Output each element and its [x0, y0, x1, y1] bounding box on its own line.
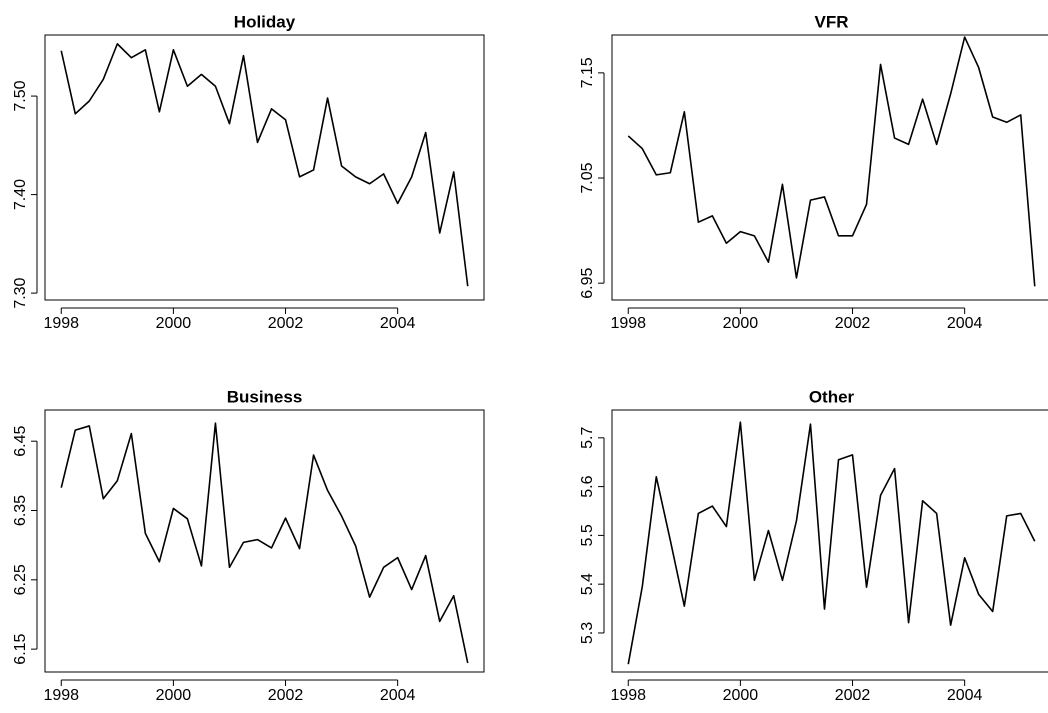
x-tick-label: 2004	[380, 315, 416, 332]
x-tick-label: 1998	[43, 315, 79, 332]
x-tick-label: 2002	[835, 687, 871, 704]
y-tick-label: 7.15	[579, 57, 596, 88]
x-tick-label: 2000	[156, 315, 192, 332]
plot-box	[611, 34, 1048, 301]
x-tick-label: 2000	[156, 687, 192, 704]
x-tick-label: 2000	[723, 687, 759, 704]
x-tick-label: 2002	[268, 315, 304, 332]
series-line	[60, 43, 469, 287]
x-tick-label: 2004	[947, 315, 983, 332]
x-tick-label: 2002	[835, 315, 871, 332]
x-tick-label: 1998	[610, 687, 646, 704]
x-tick-label: 1998	[610, 315, 646, 332]
y-tick-label: 6.35	[12, 495, 29, 526]
y-tick-label: 5.6	[579, 475, 596, 497]
x-tick-label: 2004	[947, 687, 983, 704]
y-tick-label: 6.95	[579, 268, 596, 299]
panel-title: Business	[227, 387, 303, 406]
plot-box	[44, 34, 485, 301]
series-line	[627, 421, 1036, 665]
y-tick-label: 5.7	[579, 427, 596, 449]
x-tick-label: 1998	[43, 687, 79, 704]
y-tick-label: 6.45	[12, 426, 29, 457]
y-tick-label: 7.30	[12, 277, 29, 308]
x-tick-label: 2002	[268, 687, 304, 704]
plot-box	[611, 409, 1048, 673]
panel-title: VFR	[815, 12, 849, 31]
y-tick-label: 6.25	[12, 564, 29, 595]
y-tick-label: 6.15	[12, 633, 29, 664]
y-tick-label: 7.50	[12, 80, 29, 111]
y-tick-label: 5.3	[579, 622, 596, 644]
y-tick-label: 7.40	[12, 179, 29, 210]
y-tick-label: 5.4	[579, 573, 596, 595]
series-line	[627, 36, 1036, 287]
x-tick-label: 2000	[723, 315, 759, 332]
series-line	[60, 422, 469, 664]
y-tick-label: 7.05	[579, 162, 596, 193]
x-tick-label: 2004	[380, 687, 416, 704]
plot-box	[44, 409, 485, 673]
y-tick-label: 5.5	[579, 524, 596, 546]
panel-title: Other	[809, 387, 855, 406]
panel-title: Holiday	[234, 12, 296, 31]
